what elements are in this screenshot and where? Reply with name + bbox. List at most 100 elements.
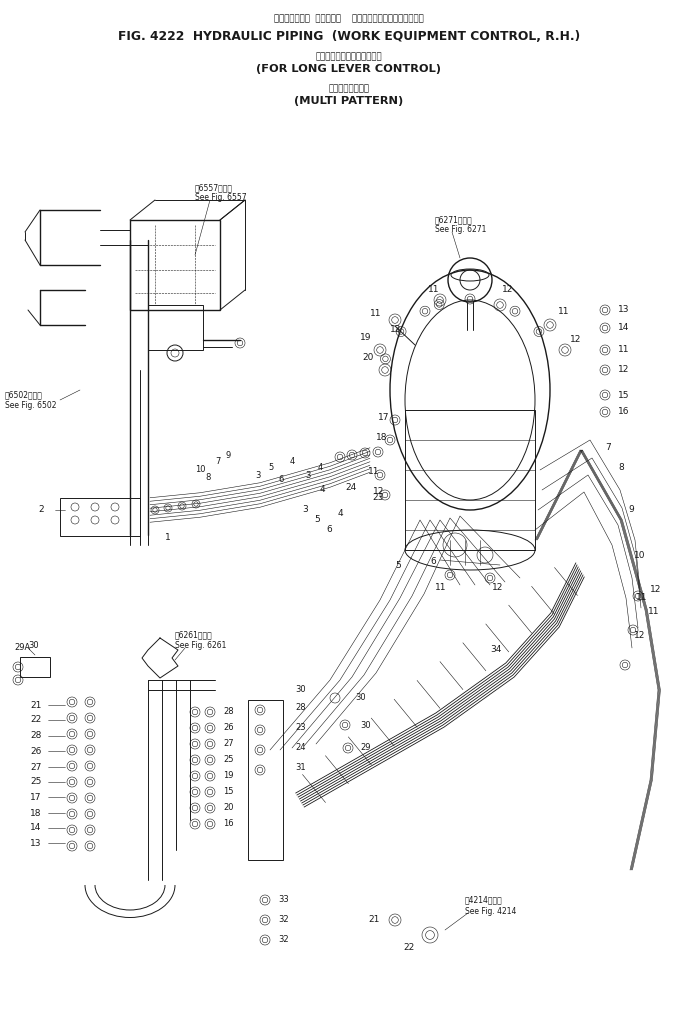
Text: 24: 24 (345, 484, 356, 492)
Text: 12: 12 (502, 285, 513, 295)
Text: 33: 33 (278, 895, 289, 904)
Text: 10: 10 (195, 465, 206, 475)
Text: 17: 17 (378, 413, 389, 422)
Text: 27: 27 (30, 762, 41, 771)
Text: ロングレバーコントロール用: ロングレバーコントロール用 (316, 52, 382, 61)
Text: 30: 30 (295, 685, 305, 695)
Text: 12: 12 (650, 585, 661, 594)
Text: (FOR LONG LEVER CONTROL): (FOR LONG LEVER CONTROL) (257, 64, 442, 74)
Text: 18: 18 (30, 808, 41, 817)
Text: 28: 28 (30, 731, 41, 741)
Text: 30: 30 (360, 720, 370, 729)
Text: 14: 14 (618, 323, 629, 332)
Text: 6: 6 (430, 558, 435, 567)
Text: 20: 20 (362, 354, 373, 362)
Text: 8: 8 (205, 474, 210, 483)
Text: 19: 19 (360, 333, 371, 343)
Text: 15: 15 (618, 391, 630, 400)
Text: 15: 15 (223, 788, 233, 797)
Text: 3: 3 (302, 505, 308, 515)
Text: 20: 20 (223, 803, 233, 812)
Text: 34: 34 (490, 646, 501, 655)
Text: 10: 10 (634, 550, 645, 560)
Text: 12: 12 (492, 583, 503, 592)
Text: 1: 1 (165, 534, 171, 542)
Text: 23: 23 (372, 493, 383, 502)
Bar (60, 498, 140, 536)
Text: 12: 12 (390, 325, 401, 335)
Text: マルチ　パターン: マルチ パターン (329, 84, 370, 93)
Text: 26: 26 (30, 747, 41, 756)
Text: 3: 3 (255, 471, 260, 480)
Text: 29A: 29A (14, 643, 30, 653)
Text: 第4214図参照: 第4214図参照 (465, 895, 503, 904)
Text: 7: 7 (605, 444, 611, 452)
Text: 5: 5 (268, 463, 273, 473)
Text: FIG. 4222  HYDRAULIC PIPING  (WORK EQUIPMENT CONTROL, R.H.): FIG. 4222 HYDRAULIC PIPING (WORK EQUIPME… (118, 30, 580, 43)
Text: 17: 17 (30, 793, 41, 801)
Text: 13: 13 (30, 839, 41, 847)
Text: 11: 11 (428, 285, 440, 295)
Text: 25: 25 (223, 756, 233, 764)
Text: 11: 11 (648, 608, 659, 617)
Bar (148, 305, 203, 350)
Text: 9: 9 (225, 451, 230, 460)
Text: 12: 12 (618, 365, 629, 374)
Bar (130, 220, 220, 310)
Text: 16: 16 (223, 819, 233, 829)
Text: 22: 22 (404, 943, 415, 952)
Text: 12: 12 (373, 488, 384, 496)
Text: 28: 28 (223, 708, 233, 716)
Text: 24: 24 (295, 744, 305, 753)
Text: 30: 30 (355, 694, 366, 703)
Text: 23: 23 (295, 723, 305, 732)
Text: 12: 12 (634, 630, 645, 639)
Text: 30: 30 (28, 640, 38, 650)
Text: 32: 32 (278, 935, 289, 944)
Text: 11: 11 (618, 346, 630, 355)
Text: See Fig. 4214: See Fig. 4214 (465, 907, 517, 917)
Text: 5: 5 (314, 516, 319, 525)
Text: 31: 31 (295, 763, 305, 772)
Text: 第6557図参照: 第6557図参照 (195, 183, 233, 192)
Text: 3: 3 (305, 472, 310, 481)
Text: 第6261図参照: 第6261図参照 (175, 630, 212, 639)
Text: 28: 28 (295, 704, 305, 712)
Text: 第6502図参照: 第6502図参照 (5, 391, 43, 400)
Text: 21: 21 (30, 701, 41, 710)
Text: 4: 4 (338, 509, 344, 519)
Text: 5: 5 (395, 561, 401, 570)
Text: 4: 4 (320, 486, 326, 494)
Text: See Fig. 6271: See Fig. 6271 (435, 225, 487, 234)
Text: 19: 19 (223, 771, 233, 781)
Text: 6: 6 (278, 476, 283, 485)
Text: 32: 32 (278, 916, 289, 925)
Text: 21: 21 (368, 916, 380, 925)
Text: 29: 29 (360, 744, 370, 753)
Text: 11: 11 (368, 468, 380, 477)
Text: 14: 14 (30, 824, 41, 833)
Text: 12: 12 (570, 336, 582, 345)
Text: 22: 22 (30, 715, 41, 724)
Text: 第6271図参照: 第6271図参照 (435, 216, 473, 224)
Text: 26: 26 (223, 723, 233, 732)
Text: 6: 6 (326, 526, 332, 534)
Text: 11: 11 (558, 308, 570, 316)
Text: (MULTI PATTERN): (MULTI PATTERN) (294, 96, 403, 106)
Text: 27: 27 (223, 740, 233, 749)
Text: 13: 13 (618, 306, 630, 314)
Bar (405, 410, 535, 550)
Text: 11: 11 (435, 583, 447, 592)
Text: 16: 16 (618, 407, 630, 416)
Text: 2: 2 (38, 505, 43, 515)
Text: 4: 4 (290, 457, 295, 466)
Text: 11: 11 (636, 593, 647, 603)
Text: 4: 4 (318, 463, 323, 473)
Text: 9: 9 (628, 505, 634, 515)
Text: See Fig. 6557: See Fig. 6557 (195, 193, 247, 203)
Text: ハイドロリック  パイピング    作　業　機　コントロール，右: ハイドロリック パイピング 作 業 機 コントロール，右 (274, 14, 424, 23)
Text: 7: 7 (215, 457, 220, 466)
Text: 25: 25 (30, 777, 41, 787)
Text: 8: 8 (618, 463, 624, 473)
Text: See Fig. 6502: See Fig. 6502 (5, 400, 57, 409)
